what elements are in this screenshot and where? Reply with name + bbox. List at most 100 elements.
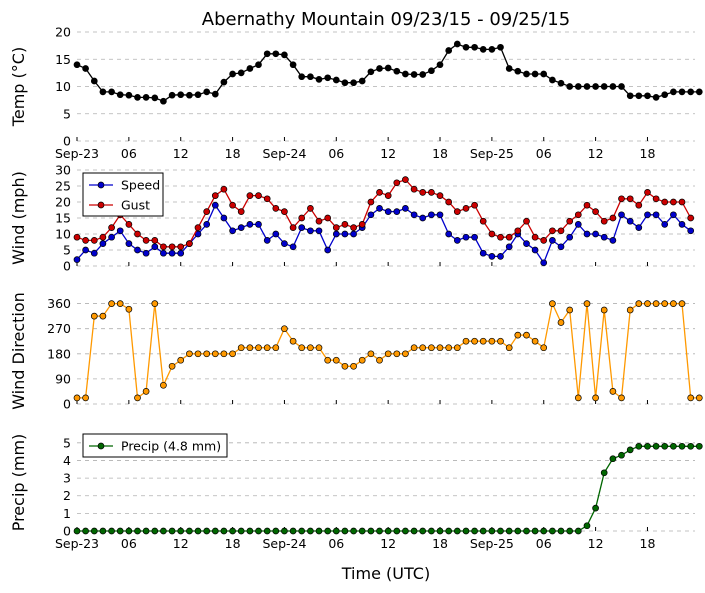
data-point xyxy=(436,527,444,535)
panel-wdir: 0 90 180 270 360 Wind Direction xyxy=(9,292,703,412)
data-point xyxy=(540,237,548,244)
x-tick-label: 06 xyxy=(121,146,137,161)
data-point xyxy=(298,73,306,81)
data-point xyxy=(298,214,306,222)
x-tick-label: 12 xyxy=(173,536,189,551)
data-point xyxy=(505,344,513,352)
data-point xyxy=(549,237,556,244)
data-point xyxy=(324,214,332,222)
legend-precip: Precip (4.8 mm) xyxy=(82,433,228,458)
data-point xyxy=(523,217,530,225)
data-point xyxy=(384,527,392,535)
data-point xyxy=(289,337,297,345)
data-point xyxy=(90,249,98,257)
data-point xyxy=(462,233,470,241)
y-tick-label: 0 xyxy=(63,134,71,149)
data-point xyxy=(428,67,435,75)
data-point xyxy=(281,240,288,247)
data-point xyxy=(661,442,669,450)
data-point xyxy=(125,221,133,228)
data-point xyxy=(384,192,392,199)
data-point xyxy=(332,224,340,231)
data-point xyxy=(402,527,409,535)
x-tick-label: Sep-25 xyxy=(470,536,514,551)
data-point xyxy=(531,70,539,78)
y-tick-label: 3 xyxy=(63,471,71,486)
data-point xyxy=(462,337,470,345)
data-point xyxy=(237,69,245,77)
data-point xyxy=(255,61,262,69)
data-point xyxy=(644,92,651,100)
data-point xyxy=(523,70,530,78)
data-point xyxy=(168,362,176,370)
data-point xyxy=(687,442,695,450)
data-point xyxy=(566,217,574,225)
data-point xyxy=(393,208,401,215)
data-point xyxy=(514,227,522,235)
data-point xyxy=(393,67,401,75)
data-point xyxy=(73,233,81,241)
x-tick-label: 18 xyxy=(225,146,241,161)
data-point xyxy=(151,94,159,102)
data-point xyxy=(281,51,288,59)
data-point xyxy=(488,527,496,535)
data-point xyxy=(90,77,98,85)
y-tick-label: 0 xyxy=(63,524,71,539)
data-point xyxy=(557,527,565,535)
data-point xyxy=(350,230,357,238)
data-point xyxy=(229,227,236,235)
data-point xyxy=(229,201,236,209)
data-point xyxy=(687,394,695,402)
data-point xyxy=(82,246,89,254)
data-point xyxy=(549,227,556,235)
data-point xyxy=(583,230,591,238)
data-point xyxy=(186,350,193,358)
data-point xyxy=(419,71,427,78)
data-point xyxy=(471,43,478,51)
data-point xyxy=(125,305,133,313)
data-point xyxy=(540,259,548,267)
data-point xyxy=(324,527,332,535)
data-point xyxy=(116,91,124,99)
data-point xyxy=(307,527,314,535)
data-point xyxy=(471,527,478,535)
data-point xyxy=(695,442,703,450)
data-point xyxy=(574,221,582,228)
y-tick-label: 25 xyxy=(55,179,71,194)
y-tick-label: 2 xyxy=(63,488,71,503)
x-tick-label: 18 xyxy=(432,146,448,161)
data-point xyxy=(289,243,297,251)
data-point xyxy=(618,211,625,219)
panel-temp: 0 5 10 15 20 Sep-23 06 12 18 Sep-24 06 12 18 Sep-25 06… xyxy=(9,25,703,161)
data-point xyxy=(177,91,185,99)
data-point xyxy=(479,249,487,257)
data-point xyxy=(246,65,254,72)
x-tick-label: 18 xyxy=(640,536,656,551)
data-point xyxy=(108,300,115,307)
data-point xyxy=(479,527,487,535)
data-point xyxy=(289,61,297,69)
data-point xyxy=(384,208,392,215)
data-point xyxy=(350,224,357,231)
data-point xyxy=(367,350,375,358)
data-point xyxy=(194,224,202,231)
data-point xyxy=(428,527,435,535)
data-point xyxy=(635,300,643,307)
data-point xyxy=(644,442,651,450)
data-point xyxy=(678,442,686,450)
data-point xyxy=(549,76,556,84)
data-point xyxy=(73,256,81,263)
y-axis-label: Wind Direction xyxy=(9,292,28,410)
data-point xyxy=(194,91,202,99)
data-point xyxy=(203,221,211,228)
data-point xyxy=(600,469,608,477)
data-point xyxy=(445,47,453,54)
data-point xyxy=(281,208,288,215)
y-tick-label: 20 xyxy=(55,195,71,210)
data-point xyxy=(652,442,660,450)
data-point xyxy=(255,527,262,535)
data-point xyxy=(410,527,418,535)
y-tick-label: 5 xyxy=(63,435,71,450)
x-tick-label: 06 xyxy=(536,536,552,551)
data-point xyxy=(609,214,617,222)
